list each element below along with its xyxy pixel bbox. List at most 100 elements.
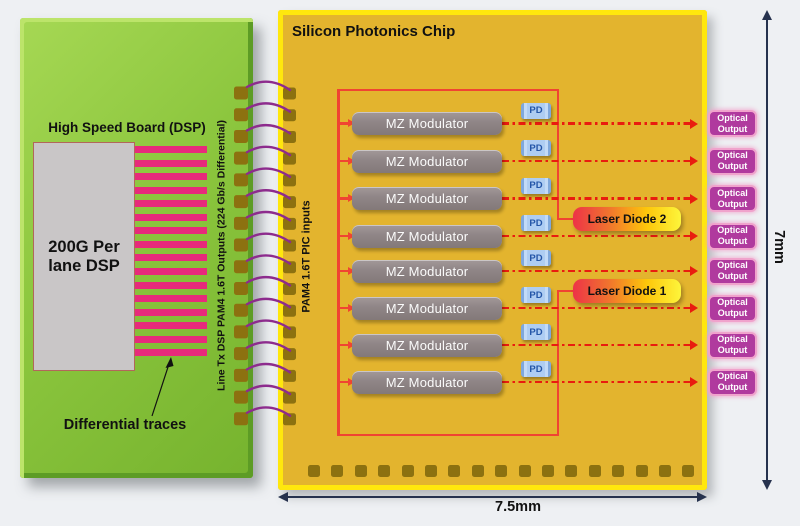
silicon-photonics-chip: Silicon Photonics Chip PAM4 1.6T PIC inp… [278,10,707,490]
board-pad [234,195,248,209]
modulator-feed-line [338,234,350,238]
differential-traces-label: Differential traces [63,417,187,433]
board-pad [234,325,248,339]
laser-diode-1-label: Laser Diode 1 [587,284,667,298]
height-arrowhead-top [762,10,772,20]
differential-trace [135,200,207,208]
laser-diode-2: Laser Diode 2 [573,207,681,231]
optical-path [502,343,692,347]
modulator-feed-arrowhead [348,340,355,349]
optical-output: Optical Output [708,257,757,285]
bond-wire [245,80,292,92]
differential-trace [135,281,207,289]
bond-wire [245,341,292,352]
optical-path-arrowhead [690,231,698,241]
optical-output-label: Optical Output [717,150,748,171]
chip-pad [283,326,296,339]
board-pad [234,260,248,274]
differential-trace [135,267,207,275]
mz-modulator: MZ Modulator [352,149,502,173]
optical-output-label: Optical Output [717,225,748,246]
differential-trace [135,146,207,153]
optical-output-label: Optical Output [717,371,748,392]
optical-output: Optical Output [708,368,757,396]
laser-path-bottom [337,433,559,437]
chip-pad [283,217,296,230]
laser-diode-2-label: Laser Diode 2 [587,212,667,226]
bond-wire [245,362,292,374]
mz-modulator: MZ Modulator [352,370,502,394]
modulator-feed-arrowhead [348,266,355,275]
differential-trace [135,227,207,235]
height-dimension-label: 7mm [771,230,787,264]
chip-bottom-pad [565,465,578,477]
chip-bottom-pad [542,465,554,477]
board-pad [234,238,248,252]
modulator-feed-arrowhead [348,303,355,312]
photodiode: PD [521,250,551,266]
mz-modulator: MZ Modulator [352,296,502,320]
height-dimension-arrow [765,16,769,484]
dsp-chip-label: 200G Per lane DSP [48,237,120,275]
height-arrowhead-bottom [762,480,772,490]
differential-trace [135,159,207,167]
chip-title: Silicon Photonics Chip [292,23,456,40]
mz-modulator: MZ Modulator [352,333,502,357]
differential-trace [135,322,207,330]
chip-bottom-pad [331,465,344,477]
chip-bottom-pad [635,465,648,477]
chip-bottom-pad [495,465,508,477]
chip-pad [283,348,296,361]
optical-path [502,234,692,238]
optical-path-arrowhead [690,266,698,276]
chip-bottom-pad [425,465,437,477]
board-pad [234,151,248,165]
chip-pad [283,282,296,295]
photodiode: PD [521,215,551,231]
board-pad [234,129,248,143]
bond-wires [234,80,296,426]
chip-bottom-pad [659,465,671,477]
bond-wire [245,189,292,200]
optical-path-arrowhead [690,377,698,387]
photodiode: PD [521,324,551,340]
optical-output: Optical Output [708,110,757,137]
chip-pad [283,174,296,187]
bond-wire [245,254,292,265]
board-pad [234,281,248,295]
optical-path-arrowhead [690,156,698,166]
optical-path-arrowhead [690,303,698,313]
board-pad [234,303,248,317]
chip-bottom-pad [588,465,601,477]
modulator-feed-line [338,122,350,125]
differential-trace [135,349,207,357]
chip-bottom-pad [682,465,695,477]
laser-path-right-upper [556,88,559,220]
modulator-feed-line [338,306,350,310]
differential-trace [135,254,207,262]
bond-wire [245,276,292,287]
board-pad [234,108,248,122]
optical-path [502,269,692,273]
width-dimension-label: 7.5mm [495,499,541,515]
chip-bottom-pad [518,465,531,477]
board-pad [234,216,248,230]
laser-diode-1: Laser Diode 1 [573,279,681,303]
high-speed-board: High Speed Board (DSP) 200G Per lane DSP… [20,18,253,478]
bond-wire [245,167,292,179]
differential-trace [135,213,207,221]
optical-output: Optical Output [708,222,757,250]
chip-pad [283,391,296,404]
modulator-feed-arrowhead [348,156,355,165]
photodiode: PD [521,287,551,303]
laser2-elbow [556,217,575,221]
optical-output: Optical Output [708,331,757,359]
optical-path-arrowhead [690,193,698,204]
optical-output: Optical Output [708,294,757,322]
mz-modulator: MZ Modulator [352,187,502,210]
bond-wire [245,297,292,309]
modulator-feed-line [338,343,350,347]
board-pad [234,390,248,404]
mz-modulator: MZ Modulator [352,224,502,248]
optical-output-label: Optical Output [717,260,748,281]
